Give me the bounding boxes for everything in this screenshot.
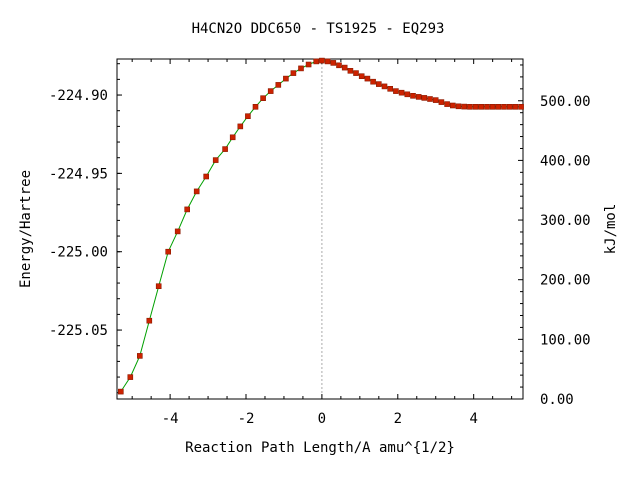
data-point [267,88,274,94]
data-point [489,104,496,110]
data-point [341,64,348,71]
data-point [203,173,209,180]
y-axis-label: Energy/Hartree [18,170,34,288]
data-point [421,95,428,101]
data-point [319,57,325,64]
data-point [155,283,162,290]
x-tick-label: -4 [162,411,179,427]
data-point [438,99,445,105]
data-point [324,58,331,65]
data-point [381,83,388,90]
data-point [410,93,416,99]
data-point [393,88,399,94]
data-point [449,102,456,109]
data-point [512,104,519,110]
y-tick-label: -225.00 [49,245,108,261]
data-point [184,206,190,213]
data-point [229,134,236,141]
y2-tick-label: 200.00 [540,273,591,289]
x-axis-label: Reaction Path Length/A amu^{1/2} [185,440,455,456]
y2-tick-label: 100.00 [540,332,591,348]
data-point [432,97,439,103]
y-axis-ticks: -224.90 -224.95 -225.00 -225.05 [49,63,122,394]
data-point [237,123,244,130]
data-point [501,104,507,110]
data-point [193,188,200,195]
data-point [146,317,153,324]
data-point [313,58,320,65]
data-point [298,65,304,72]
data-point [353,70,359,76]
x-tick-label: 0 [318,411,326,427]
y2-tick-label: 500.00 [540,94,591,110]
data-point [137,353,143,359]
energy-curve-line [120,60,522,392]
data-point [444,101,450,107]
data-point [347,68,354,74]
data-point [118,388,124,395]
data-point [415,94,422,100]
plot-area: -4 -2 0 2 4 -224.90 -224.95 -225.00 -225.05 0.0… [49,57,591,427]
data-point [375,81,382,87]
data-point [330,60,337,66]
y2-axis-label: kJ/mol [603,204,619,255]
x-tick-label: -2 [238,411,255,427]
data-point [506,104,513,110]
y-tick-label: -225.05 [49,323,108,339]
data-point [275,82,282,88]
data-point [174,228,181,235]
data-point [370,78,376,85]
data-point [455,103,462,110]
data-point [358,73,365,79]
data-point [484,104,490,110]
data-point [336,62,342,69]
data-point [467,104,473,110]
data-point [387,86,394,92]
data-point [252,104,259,110]
data-point [404,91,411,98]
y2-tick-label: 0.00 [540,392,574,408]
data-point [290,70,297,76]
data-point [127,374,134,380]
data-point [245,113,251,119]
y2-tick-label: 300.00 [540,213,591,229]
data-point [518,104,524,110]
y-tick-label: -224.90 [49,88,108,104]
chart-title: H4CN2O DDC650 - TS1925 - EQ293 [192,21,445,37]
data-point [461,103,468,110]
data-point [472,104,479,110]
energy-data-points [118,57,524,395]
data-point [478,104,485,110]
data-point [427,96,433,102]
data-point [305,61,312,68]
y2-tick-label: 400.00 [540,153,591,169]
data-point [165,248,171,255]
x-tick-label: 4 [469,411,477,427]
data-point [222,146,228,152]
y2-axis-ticks: 0.00 100.00 200.00 300.00 400.00 500.00 [518,64,591,408]
y-tick-label: -224.95 [49,166,108,182]
data-point [495,104,502,110]
data-point [283,75,289,82]
x-tick-label: 2 [394,411,402,427]
data-point [260,95,266,101]
x-axis-ticks: -4 -2 0 2 4 [131,59,513,427]
data-point [398,89,405,96]
data-point [212,157,219,163]
data-point [364,75,371,82]
